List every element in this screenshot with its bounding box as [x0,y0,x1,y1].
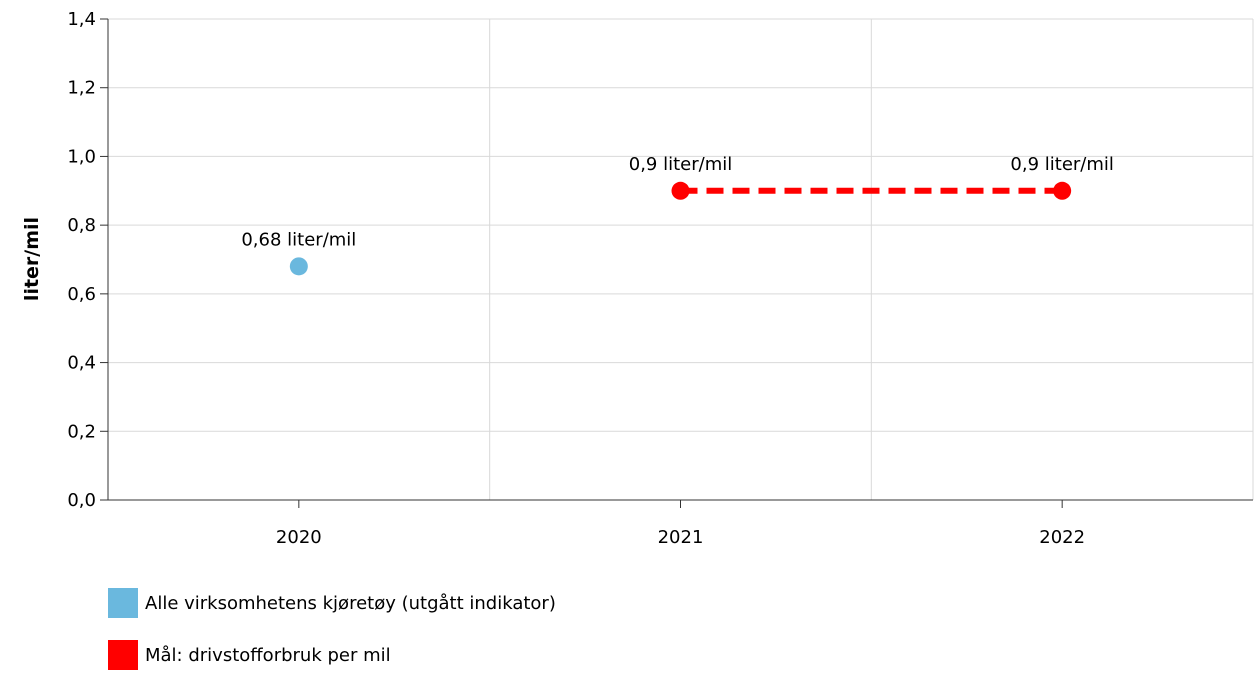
y-tick-label: 0,2 [67,421,96,442]
data-label: 0,9 liter/mil [629,154,732,175]
series [289,181,1072,276]
legend-item[interactable]: Alle virksomhetens kjøretøy (utgått indi… [108,588,556,618]
grid [108,18,1254,500]
data-label: 0,9 liter/mil [1010,154,1113,175]
data-point [671,181,690,200]
legend-swatch [108,588,138,618]
legend-label: Alle virksomhetens kjøretøy (utgått indi… [145,592,556,614]
y-axis-title: liter/mil [21,217,43,301]
legend-item[interactable]: Mål: drivstofforbruk per mil [108,640,556,670]
y-tick-label: 1,0 [67,146,96,167]
x-tick-label: 2021 [658,527,704,548]
y-tick-label: 1,4 [67,9,96,30]
x-tick-label: 2022 [1039,527,1085,548]
data-point [289,257,308,276]
data-labels: 0,68 liter/mil 0,9 liter/mil 0,9 liter/mil [241,154,1114,251]
x-tick-label: 2020 [276,527,322,548]
data-point [1053,181,1072,200]
legend-label: Mål: drivstofforbruk per mil [145,644,391,666]
y-tick-label: 0,6 [67,284,96,305]
legend: Alle virksomhetens kjøretøy (utgått indi… [108,588,556,692]
axes: 0,0 0,2 0,4 0,6 0,8 1,0 1,2 1,4 2020 2021 2022 [67,9,1253,548]
data-label: 0,68 liter/mil [241,229,356,250]
y-tick-label: 0,4 [67,353,96,374]
y-tick-label: 0,8 [67,215,96,236]
legend-swatch [108,640,138,670]
y-tick-label: 1,2 [67,78,96,99]
y-tick-label: 0,0 [67,490,96,511]
chart: 0,0 0,2 0,4 0,6 0,8 1,0 1,2 1,4 2020 2021 2022 0,6… [21,9,1254,548]
